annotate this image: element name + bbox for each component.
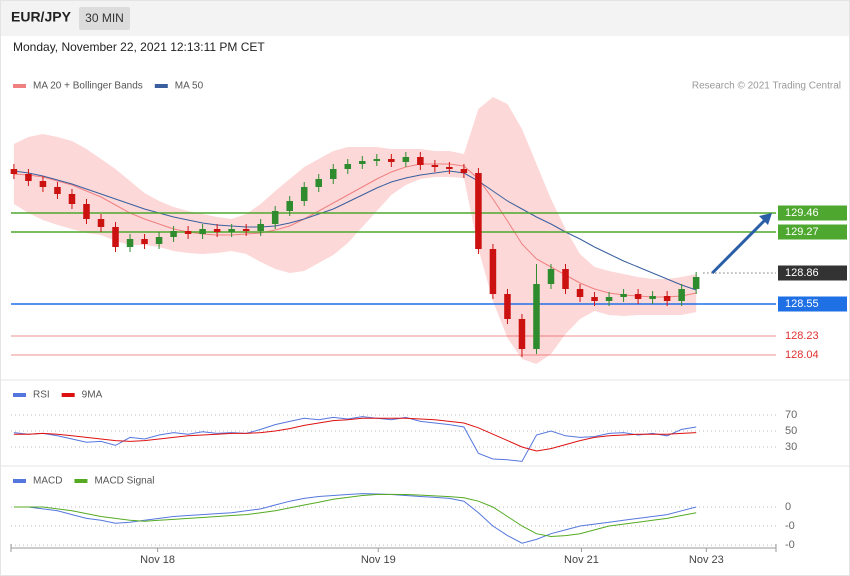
ma-line <box>13 163 697 298</box>
symbol: EUR/JPY <box>11 9 72 25</box>
legend-swatch <box>13 393 26 397</box>
candle-body <box>576 289 584 297</box>
candle-body <box>388 159 395 162</box>
x-tick-label: Nov 23 <box>689 554 724 566</box>
legend-swatch <box>74 479 88 483</box>
legend-label: MACD Signal <box>94 476 154 487</box>
legend-swatch <box>61 393 75 397</box>
legend-label: RSI <box>33 390 50 401</box>
candle-body <box>257 224 264 231</box>
forecast-arrow <box>711 217 768 275</box>
level-label-box <box>778 296 847 312</box>
legend-swatch <box>154 84 168 88</box>
interval-box[interactable] <box>79 7 130 30</box>
candle-body <box>141 239 148 244</box>
level-label-box <box>778 205 847 221</box>
legend-label: MA 50 <box>175 81 204 92</box>
y-tick-label: 0 <box>785 501 791 513</box>
candle-body <box>155 237 163 244</box>
date: Monday, November 22, 2021 12:13:11 PM CE… <box>13 40 265 54</box>
candle-body <box>315 179 323 187</box>
candle-body <box>649 296 656 299</box>
candle-body <box>300 187 308 201</box>
legend-swatch <box>13 479 26 483</box>
candle-body <box>402 157 410 162</box>
candle-body <box>359 161 366 164</box>
candle-body <box>329 169 337 179</box>
candle-body <box>126 239 134 247</box>
legend-label: MACD <box>33 476 62 487</box>
indicator-line <box>13 493 697 538</box>
candle-body <box>170 231 177 237</box>
candle-body <box>213 229 221 232</box>
level-label: 129.46 <box>785 207 819 219</box>
candle-body <box>562 269 569 289</box>
y-tick-label: 50 <box>785 425 797 437</box>
candle-body <box>25 174 32 181</box>
y-tick-label: 30 <box>785 441 797 453</box>
candle-body <box>475 173 482 249</box>
indicator-line <box>13 493 697 544</box>
candle-body <box>68 194 76 204</box>
candle-body <box>431 165 439 167</box>
candle-body <box>446 167 453 169</box>
interval[interactable]: 30 MIN <box>85 11 124 25</box>
candle-body <box>344 164 352 169</box>
candle-body <box>417 157 424 165</box>
candle-body <box>663 296 671 301</box>
candle-body <box>634 294 642 299</box>
candle-body <box>692 277 700 289</box>
x-tick-label: Nov 21 <box>564 554 599 566</box>
indicator-line <box>13 416 697 462</box>
forecast-arrowhead <box>759 213 772 225</box>
candle-body <box>271 211 279 224</box>
level-label: 128.04 <box>785 349 819 361</box>
candle-body <box>39 181 47 187</box>
candle-body <box>199 229 206 234</box>
x-tick-label: Nov 18 <box>140 554 175 566</box>
candle-body <box>605 297 613 301</box>
level-label: 128.86 <box>785 267 819 279</box>
level-label: 128.55 <box>785 298 819 310</box>
legend-label: MA 20 + Bollinger Bands <box>33 81 143 92</box>
candle-body <box>286 201 293 211</box>
header-bar <box>0 0 850 36</box>
level-label-box <box>778 224 847 240</box>
candle-body <box>373 159 381 161</box>
x-tick-label: Nov 19 <box>361 554 396 566</box>
indicator-line <box>13 417 697 452</box>
copyright: Research © 2021 Trading Central <box>692 81 841 92</box>
candle-body <box>97 219 105 227</box>
candle-body <box>112 227 119 247</box>
level-label: 128.23 <box>785 330 819 342</box>
candle-body <box>518 319 526 349</box>
candle-body <box>591 297 598 301</box>
y-tick-label: 70 <box>785 409 797 421</box>
candle-body <box>242 229 250 231</box>
legend-label: 9MA <box>82 390 103 401</box>
candle-body <box>460 169 468 173</box>
candle-body <box>504 294 511 319</box>
level-label-box <box>778 265 847 281</box>
candle-body <box>547 269 555 284</box>
candle-body <box>83 204 90 219</box>
candle-body <box>228 229 235 232</box>
candle-body <box>184 231 192 234</box>
candle-body <box>678 289 685 301</box>
ma-line <box>13 170 697 291</box>
candle-body <box>489 249 497 294</box>
y-tick-label: -0 <box>785 520 795 532</box>
candle-body <box>10 169 18 174</box>
level-label: 129.27 <box>785 226 819 238</box>
candle-body <box>620 294 627 297</box>
legend-swatch <box>13 84 26 88</box>
candle-body <box>54 187 61 194</box>
y-tick-label: -0 <box>785 539 795 551</box>
candle-body <box>533 284 540 349</box>
bollinger-band <box>13 97 697 364</box>
